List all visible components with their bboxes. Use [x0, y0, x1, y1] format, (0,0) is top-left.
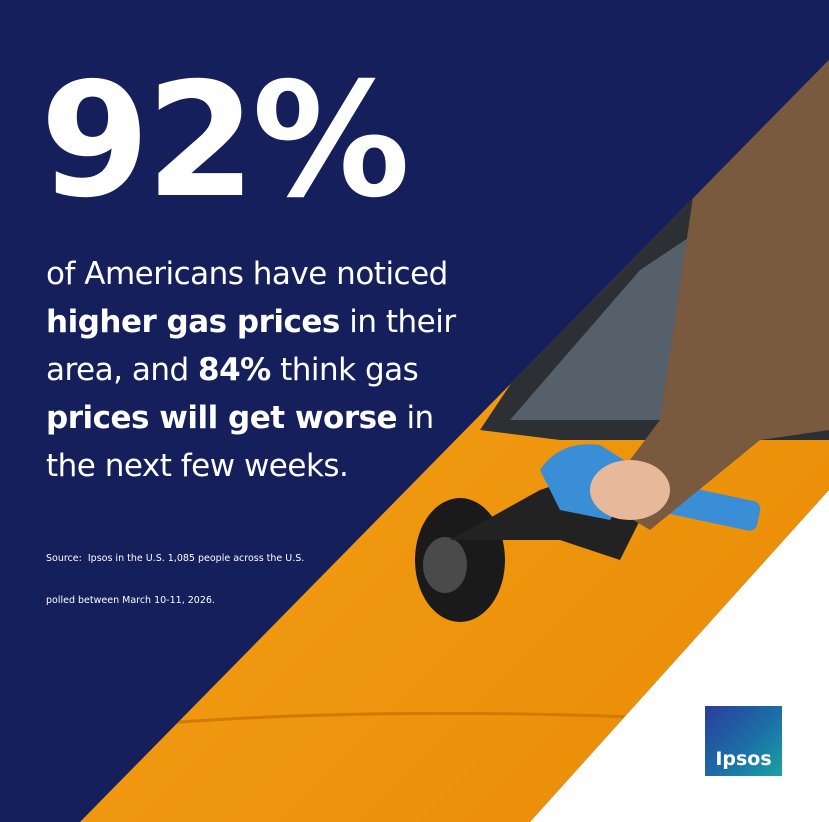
text: think gas [270, 352, 419, 388]
body-line: the next few weeks. [46, 442, 456, 490]
body-line: prices will get worse in [46, 394, 456, 442]
body-line: area, and 84% think gas [46, 346, 456, 394]
text: of Americans have noticed [46, 256, 448, 292]
body-text: of Americans have noticed higher gas pri… [46, 250, 456, 490]
text: area, and [46, 352, 199, 388]
bold-text: prices will get worse [46, 400, 398, 436]
body-line: of Americans have noticed [46, 250, 456, 298]
body-line: higher gas prices in their [46, 298, 456, 346]
headline: 92% [40, 49, 410, 233]
text: in [397, 400, 434, 436]
text: in their [339, 304, 456, 340]
bold-text: 84% [198, 352, 271, 388]
source: Source: Ipsos in the U.S. 1,085 people a… [46, 524, 304, 636]
logo: Ipsos [705, 706, 782, 776]
logo-text: Ipsos [715, 748, 772, 770]
text: the next few weeks. [46, 448, 349, 484]
bold-text: higher gas prices [46, 304, 340, 340]
source-line: Source: Ipsos in the U.S. 1,085 people a… [46, 553, 305, 564]
source-line: polled between March 10-11, 2026. [46, 595, 215, 606]
